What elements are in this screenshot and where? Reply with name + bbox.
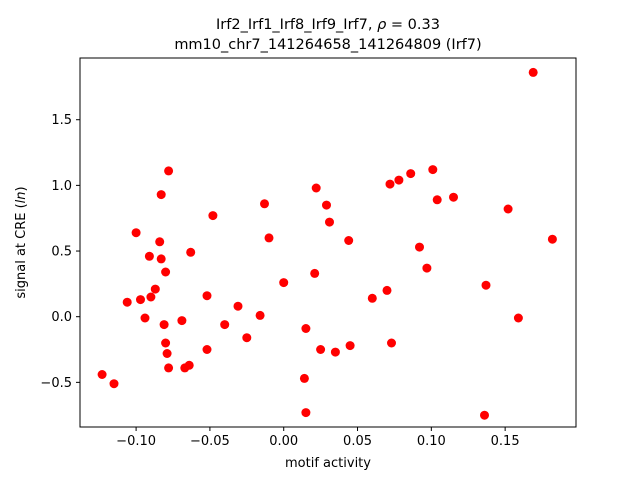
data-point xyxy=(233,301,243,311)
data-point xyxy=(164,166,174,176)
data-point xyxy=(301,324,311,333)
data-point xyxy=(513,313,523,323)
data-point xyxy=(161,267,171,277)
y-tick-label: 0.0 xyxy=(51,310,72,325)
data-point xyxy=(255,310,265,320)
data-point xyxy=(387,338,396,348)
data-point xyxy=(547,234,557,244)
data-point xyxy=(161,338,171,348)
data-point xyxy=(109,379,119,389)
data-point xyxy=(202,345,212,354)
data-point xyxy=(279,278,289,288)
x-tick-label: 0.10 xyxy=(417,434,446,449)
x-tick-label: 0.00 xyxy=(269,434,298,449)
data-point xyxy=(449,192,458,202)
data-point xyxy=(186,247,196,257)
data-point xyxy=(385,179,395,189)
data-point xyxy=(406,169,416,179)
data-point xyxy=(208,211,218,221)
chart-title-line2: mm10_chr7_141264658_141264809 (Irf7) xyxy=(174,37,481,53)
data-point xyxy=(394,175,404,185)
data-point xyxy=(162,349,172,358)
x-tick-label: −0.10 xyxy=(116,434,156,449)
y-tick-label: 1.5 xyxy=(51,113,72,128)
data-point xyxy=(415,242,424,252)
data-point xyxy=(122,297,132,307)
data-point xyxy=(301,408,311,418)
data-point xyxy=(155,237,165,247)
x-axis-ticks: −0.10 −0.05 0.00 0.05 0.10 0.15 xyxy=(116,427,520,449)
data-point xyxy=(428,165,438,175)
x-tick-label: 0.15 xyxy=(491,434,520,449)
x-axis-label: motif activity xyxy=(285,456,371,471)
data-point xyxy=(264,233,274,243)
data-point xyxy=(528,67,538,77)
data-point xyxy=(260,199,269,209)
data-point xyxy=(136,295,145,305)
y-axis-ticks: −0.5 0.0 0.5 1.0 1.5 xyxy=(40,113,80,391)
chart-title-line1: Irf2_Irf1_Irf8_Irf9_Irf7, ρ = 0.33 xyxy=(216,17,440,33)
y-tick-label: −0.5 xyxy=(40,376,72,391)
data-point xyxy=(480,410,489,420)
y-tick-label: 0.5 xyxy=(51,245,72,260)
data-point xyxy=(144,251,154,261)
data-point xyxy=(325,217,334,227)
data-point xyxy=(140,313,150,323)
data-point xyxy=(242,333,252,343)
data-point xyxy=(330,347,340,357)
data-point xyxy=(316,345,326,354)
data-point xyxy=(344,236,354,245)
data-point xyxy=(367,293,377,303)
data-point xyxy=(322,200,331,210)
plot-frame xyxy=(79,57,577,428)
data-point xyxy=(177,316,187,326)
data-point xyxy=(156,254,166,264)
data-point xyxy=(311,183,321,193)
data-point xyxy=(382,285,392,295)
data-point xyxy=(164,363,174,373)
data-point xyxy=(180,363,190,373)
data-point xyxy=(150,284,160,294)
data-point xyxy=(146,292,156,302)
data-point xyxy=(503,204,513,214)
data-point xyxy=(432,195,442,205)
y-tick-label: 1.0 xyxy=(51,179,72,194)
data-point xyxy=(156,190,166,200)
y-axis-label: signal at CRE (ln) xyxy=(14,186,29,298)
data-point xyxy=(481,280,491,290)
x-tick-label: 0.05 xyxy=(343,434,372,449)
data-point xyxy=(97,370,107,379)
data-point xyxy=(131,228,141,238)
x-tick-label: −0.05 xyxy=(190,434,230,449)
data-point xyxy=(422,263,432,273)
data-points xyxy=(97,67,557,420)
data-point xyxy=(202,291,212,301)
data-point xyxy=(345,341,355,351)
data-point xyxy=(310,268,320,278)
data-point xyxy=(220,320,230,330)
data-point xyxy=(159,320,169,330)
data-point xyxy=(299,373,309,383)
